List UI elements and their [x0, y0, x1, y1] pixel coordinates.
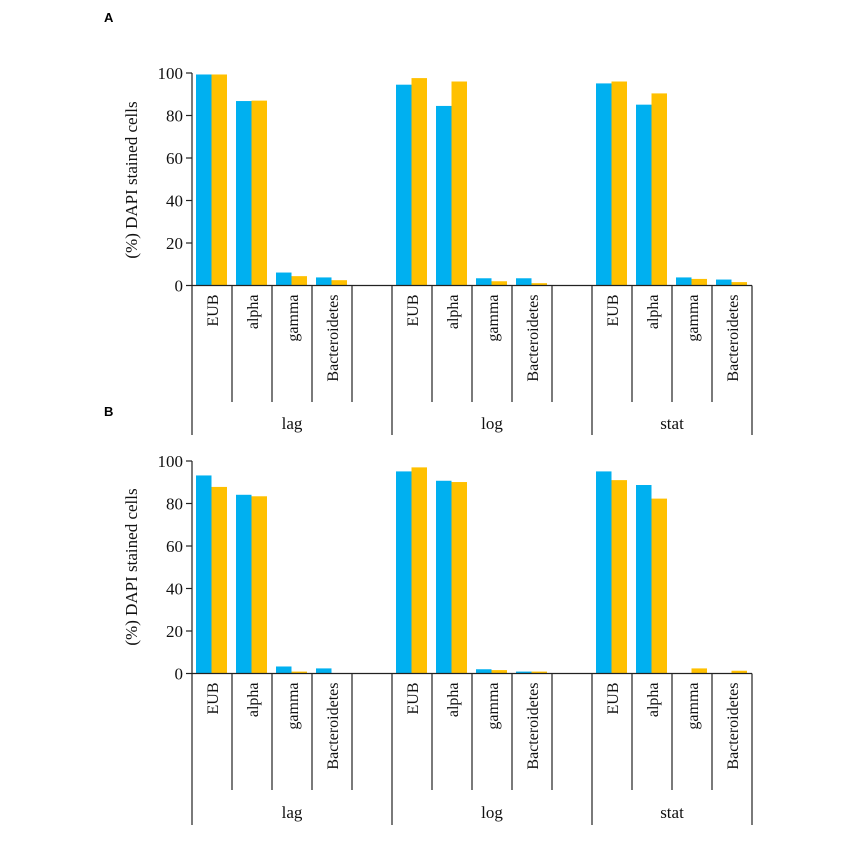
category-label: Bacteroidetes: [725, 295, 742, 382]
bar-log-alpha-series1: [436, 480, 452, 674]
category-label: EUB: [405, 295, 422, 327]
bar-stat-gamma-series2: [691, 278, 707, 286]
category-label: gamma: [685, 683, 702, 730]
bar-stat-eub-series2: [611, 480, 627, 674]
bar-lag-bacteroidetes-series1: [316, 277, 332, 286]
bar-lag-gamma-series2: [291, 276, 307, 286]
category-label: gamma: [485, 683, 502, 730]
bar-lag-eub-series2: [211, 486, 227, 674]
bar-log-bacteroidetes-series2: [531, 671, 547, 674]
bar-log-alpha-series2: [451, 81, 467, 286]
bar-stat-gamma-series1: [676, 277, 692, 286]
category-label: gamma: [285, 683, 302, 730]
category-label: alpha: [645, 683, 662, 718]
y-tick-label: 20: [166, 234, 183, 253]
category-label: gamma: [285, 295, 302, 342]
bar-stat-bacteroidetes-series2: [731, 670, 747, 674]
bar-lag-gamma-series2: [291, 671, 307, 674]
bar-stat-gamma-series2: [691, 668, 707, 674]
category-label: EUB: [605, 683, 622, 715]
bar-stat-eub-series1: [596, 83, 612, 286]
y-tick-label: 60: [166, 149, 183, 168]
bar-stat-bacteroidetes-series2: [731, 282, 747, 286]
category-label: Bacteroidetes: [325, 295, 342, 382]
bar-log-eub-series1: [396, 84, 412, 286]
bar-lag-alpha-series1: [236, 494, 252, 674]
bar-stat-eub-series1: [596, 471, 612, 674]
y-tick-label: 100: [158, 64, 184, 83]
category-label: alpha: [245, 683, 262, 718]
bar-log-gamma-series1: [476, 278, 492, 286]
bar-log-gamma-series2: [491, 281, 507, 286]
bar-lag-alpha-series1: [236, 101, 252, 286]
group-label: lag: [282, 414, 303, 433]
category-label: Bacteroidetes: [525, 683, 542, 770]
bar-log-gamma-series2: [491, 670, 507, 674]
y-axis-label: (%) DAPI stained cells: [122, 488, 141, 645]
bar-log-bacteroidetes-series1: [516, 278, 532, 286]
panel-label: B: [104, 404, 113, 419]
bar-lag-bacteroidetes-series2: [331, 280, 347, 286]
bar-lag-eub-series1: [196, 74, 212, 286]
category-label: alpha: [245, 295, 262, 330]
category-label: alpha: [445, 683, 462, 718]
category-label: EUB: [405, 683, 422, 715]
bar-stat-alpha-series1: [636, 485, 652, 674]
y-axis-label: (%) DAPI stained cells: [122, 101, 141, 258]
group-label: stat: [660, 414, 684, 433]
bar-lag-alpha-series2: [251, 100, 267, 286]
y-tick-label: 80: [166, 495, 183, 514]
bar-log-bacteroidetes-series1: [516, 671, 532, 674]
y-tick-label: 0: [175, 277, 184, 296]
category-label: EUB: [205, 295, 222, 327]
category-label: Bacteroidetes: [525, 295, 542, 382]
category-label: gamma: [685, 295, 702, 342]
y-tick-label: 80: [166, 107, 183, 126]
y-tick-label: 100: [158, 452, 184, 471]
group-label: lag: [282, 803, 303, 822]
y-tick-label: 60: [166, 537, 183, 556]
bar-lag-bacteroidetes-series1: [316, 668, 332, 674]
category-label: Bacteroidetes: [725, 683, 742, 770]
bar-lag-eub-series2: [211, 74, 227, 286]
bar-log-alpha-series2: [451, 482, 467, 674]
group-label: stat: [660, 803, 684, 822]
category-label: EUB: [605, 295, 622, 327]
bar-stat-alpha-series2: [651, 93, 667, 286]
bar-stat-eub-series2: [611, 81, 627, 286]
category-label: alpha: [645, 295, 662, 330]
bar-log-gamma-series1: [476, 669, 492, 674]
bar-lag-gamma-series1: [276, 666, 292, 674]
bar-stat-alpha-series2: [651, 498, 667, 674]
bar-log-bacteroidetes-series2: [531, 283, 547, 286]
category-label: EUB: [205, 683, 222, 715]
category-label: gamma: [485, 295, 502, 342]
bar-stat-alpha-series1: [636, 104, 652, 286]
category-label: alpha: [445, 295, 462, 330]
bar-log-alpha-series1: [436, 105, 452, 286]
bar-lag-eub-series1: [196, 475, 212, 674]
y-tick-label: 0: [175, 665, 184, 684]
bar-log-eub-series1: [396, 471, 412, 674]
bar-stat-bacteroidetes-series1: [716, 279, 732, 286]
bar-lag-gamma-series1: [276, 272, 292, 286]
group-label: log: [481, 414, 503, 433]
y-tick-label: 40: [166, 580, 183, 599]
group-label: log: [481, 803, 503, 822]
y-tick-label: 20: [166, 622, 183, 641]
panel-label: A: [104, 10, 114, 25]
bar-log-eub-series2: [411, 467, 427, 674]
category-label: Bacteroidetes: [325, 683, 342, 770]
y-tick-label: 40: [166, 192, 183, 211]
bar-log-eub-series2: [411, 78, 427, 286]
bar-lag-alpha-series2: [251, 496, 267, 674]
